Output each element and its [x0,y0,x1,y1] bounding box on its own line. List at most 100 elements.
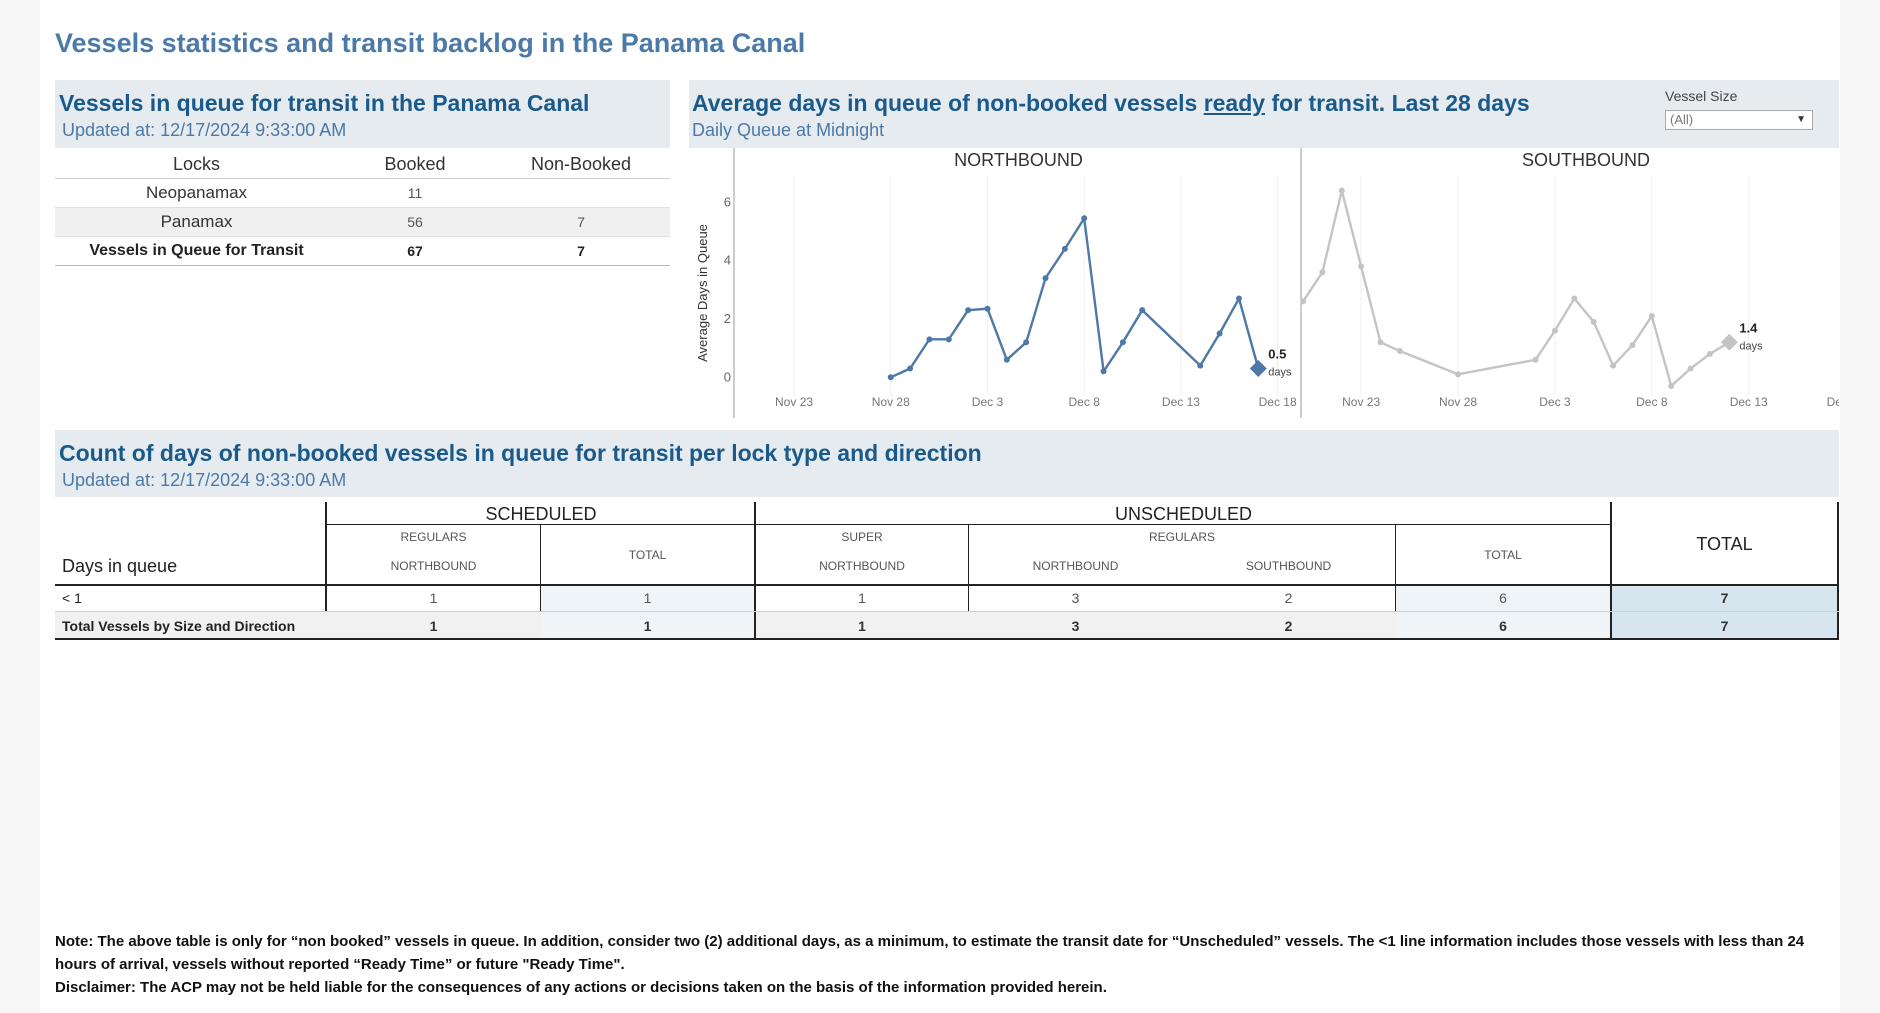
scheduled-total-label: TOTAL [628,548,667,562]
row-shade [55,612,541,638]
divider [55,638,1839,640]
data-point [1119,339,1126,346]
count-cell: 1 [858,618,866,634]
x-tick-label: Nov 28 [872,395,910,409]
series-line [890,214,1260,379]
count-cell: 6 [1499,590,1507,606]
page-title: Vessels statistics and transit backlog i… [55,28,806,58]
data-point [1139,307,1146,314]
panel-title: SOUTHBOUND [1522,150,1650,170]
data-point [984,305,991,312]
x-tick-label: Nov 23 [775,395,813,409]
data-point [1668,383,1675,389]
x-tick-label: Dec 8 [1069,395,1101,409]
count-cell: 2 [1284,618,1293,634]
count-cell: 1 [429,590,438,606]
data-point [926,336,933,343]
data-point [1377,339,1384,346]
row-label: < 1 [62,590,82,606]
end-unit-label: days [1268,367,1292,379]
panel-title: NORTHBOUND [954,150,1083,170]
dashboard-page: Vessels statistics and transit backlog i… [40,0,1840,1013]
count-cell: 3 [1071,590,1080,606]
data-point [1300,298,1306,305]
end-marker [1720,333,1738,351]
count-cell: 6 [1499,618,1507,634]
non-booked-count: 7 [492,207,670,237]
divider [968,524,969,638]
avg-panel-subtitle: Daily Queue at Midnight [692,120,885,140]
regulars-southbound-label: SOUTHBOUND [1245,559,1332,573]
data-point [1042,275,1049,282]
count-panel-header: Count of days of non-booked vessels in q… [55,430,1839,497]
unscheduled-total-label: TOTAL [1484,548,1522,562]
data-point [1648,313,1655,319]
unscheduled-regulars-label: REGULARS [1148,530,1216,544]
col-booked: Booked [338,150,492,179]
note-line: Note: The above table is only for “non b… [55,933,1805,973]
data-point [1197,362,1204,369]
data-point [1003,356,1010,363]
y-tick-label: 4 [724,253,731,268]
disclaimer-line: Disclaimer: The ACP may not be held liab… [55,979,1107,996]
total-non-booked: 7 [492,236,670,266]
divider [327,524,755,525]
data-point [945,336,952,343]
total-header: TOTAL [1696,534,1753,554]
booked-count: 56 [338,207,492,237]
queue-panel-header: Vessels in queue for transit in the Pana… [55,80,670,148]
divider [325,502,327,640]
col-locks: Locks [55,150,338,179]
count-cell: 1 [429,618,438,634]
x-tick-label: Dec 8 [1636,395,1668,409]
table-row: Neopanamax 11 [55,178,670,208]
count-cell: 1 [643,590,652,606]
divider [55,584,1839,586]
cell-shade [1612,586,1837,638]
northbound-label: NORTHBOUND [390,559,477,573]
queue-panel-updated: Updated at: 12/17/2024 9:33:00 AM [62,120,347,140]
total-label: Vessels in Queue for Transit [55,236,338,266]
avg-title-ready: ready [1203,90,1266,116]
count-table: SCHEDULED UNSCHEDULED TOTAL REGULARS NOR… [55,502,1839,642]
data-point [1358,263,1365,270]
regulars-northbound-label: NORTHBOUND [1032,559,1119,573]
col-non-booked: Non-Booked [492,150,670,179]
vessel-size-select[interactable]: (All) ▼ [1665,110,1813,130]
row-label: Total Vessels by Size and Direction [62,618,296,634]
data-point [1571,295,1578,302]
x-tick-label: Dec 3 [1539,395,1571,409]
data-point [1706,350,1713,357]
cell-shade [541,586,754,638]
vessel-size-label: Vessel Size [1665,88,1738,104]
x-tick-label: Dec 3 [972,395,1004,409]
x-tick-label: Nov 28 [1439,395,1477,409]
count-cell: 7 [1720,590,1729,606]
y-tick-label: 6 [724,194,731,209]
end-value-label: 0.5 [1268,347,1286,362]
note-text: Note: The above table is only for “non b… [55,930,1835,999]
x-tick-label: Dec 13 [1162,395,1200,409]
x-tick-label: Dec 18 [1259,395,1297,409]
super-label: SUPER [841,530,883,544]
avg-title-pre: Average days in queue of non-booked vess… [692,90,1204,116]
chevron-down-icon: ▼ [1796,114,1806,125]
divider [756,524,1611,525]
vessel-size-value: (All) [1670,112,1694,127]
data-point [1081,215,1088,222]
non-booked-count [492,178,670,208]
y-tick-label: 2 [724,311,731,326]
data-point [1235,295,1242,302]
count-cell: 3 [1071,618,1080,634]
avg-panel-title: Average days in queue of non-booked vess… [692,90,1530,117]
count-panel-title: Count of days of non-booked vessels in q… [59,440,982,466]
unscheduled-header: UNSCHEDULED [1114,504,1253,524]
lock-name: Panamax [55,207,338,237]
data-point [887,374,894,381]
avg-days-chart: Average Days in Queue 0 2 4 6 Nov 23 Nov 28 Dec… [695,148,1839,418]
x-tick-label: Dec 18 [1827,395,1839,409]
divider [540,524,541,638]
data-point [1629,342,1636,349]
divider [1610,502,1612,638]
lock-name: Neopanamax [55,178,338,208]
